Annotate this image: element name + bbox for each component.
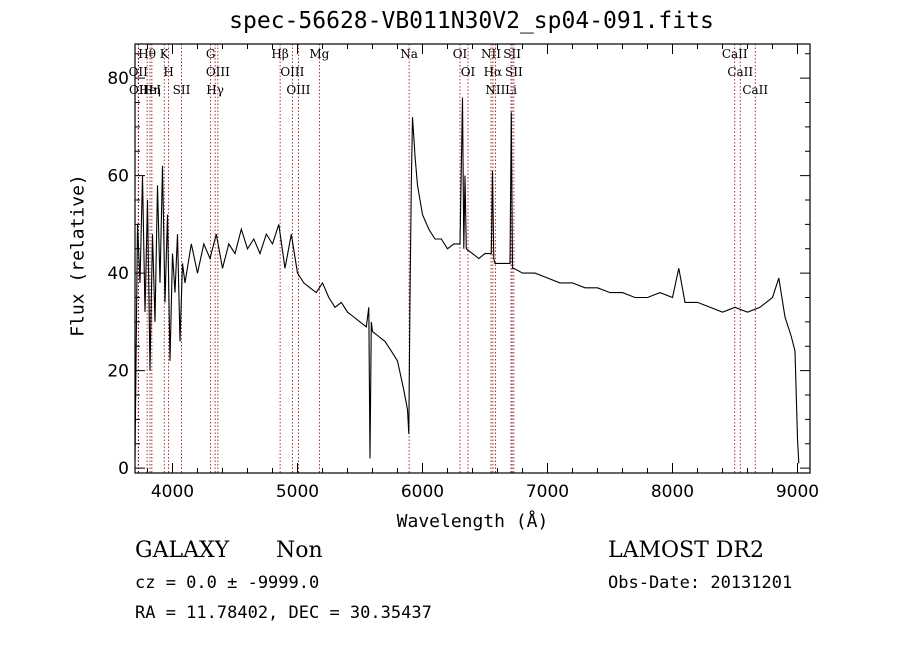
survey-name: LAMOST DR2 — [608, 538, 764, 563]
tick-label: 20 — [107, 362, 129, 382]
tick-label: 8000 — [651, 482, 694, 502]
line-marker-label: NII — [485, 83, 505, 97]
line-marker-label: CaII — [727, 65, 753, 79]
spectrum-line — [134, 97, 800, 464]
line-marker-label: OI — [461, 65, 476, 79]
coordinates: RA = 11.78402, DEC = 30.35437 — [135, 603, 432, 623]
line-marker-label: SII — [173, 83, 191, 97]
object-class: GALAXY — [135, 538, 230, 563]
tick-label: 80 — [107, 69, 129, 89]
line-marker-label: Na — [400, 47, 418, 61]
line-marker-label: OII — [129, 83, 149, 97]
tick-label: 40 — [107, 264, 129, 284]
line-marker-label: Hγ — [206, 83, 224, 97]
tick-label: 60 — [107, 167, 129, 187]
plot-frame — [134, 43, 811, 474]
obs-date: Obs-Date: 20131201 — [608, 573, 793, 593]
x-axis-label: Wavelength (Å) — [396, 511, 549, 532]
line-marker-label: H — [163, 65, 173, 79]
tick-label: 4000 — [151, 482, 194, 502]
tick-label: 0 — [118, 459, 129, 479]
tick-label: 9000 — [776, 482, 819, 502]
line-marker-label: Li — [505, 83, 517, 97]
line-marker-label: SII — [503, 47, 521, 61]
line-marker-label: OII — [129, 65, 149, 79]
line-marker-label: CaII — [722, 47, 748, 61]
chart-title: spec-56628-VB011N30V2_sp04-091.fits — [229, 8, 714, 34]
axis-tick-labels: 4000 5000 6000 7000 8000 9000 0 20 40 60 80 — [107, 69, 819, 502]
line-marker-label: OIII — [286, 83, 310, 97]
line-marker-label: OI — [453, 47, 468, 61]
line-marker-label: OIII — [280, 65, 304, 79]
tick-label: 7000 — [526, 482, 569, 502]
line-marker-label: G — [206, 47, 216, 61]
axis-ticks — [135, 44, 810, 473]
object-subclass: Non — [276, 538, 323, 563]
line-marker-label: K — [160, 47, 170, 61]
line-marker-label: SII — [505, 65, 523, 79]
line-marker-label: Mg — [309, 47, 329, 61]
tick-label: 5000 — [276, 482, 319, 502]
line-markers — [137, 44, 756, 473]
line-marker-label: Hθ — [138, 47, 156, 61]
line-marker-label: CaII — [742, 83, 768, 97]
line-marker-label: Hη — [143, 83, 161, 97]
line-marker-label: OIII — [206, 65, 230, 79]
line-marker-label: Hα — [484, 65, 503, 79]
tick-label: 6000 — [401, 482, 444, 502]
line-marker-label: HeI — [139, 83, 162, 97]
line-marker-label: NII — [481, 47, 501, 61]
redshift-text: cz = 0.0 ± -9999.0 — [135, 573, 320, 593]
y-axis-label: Flux (relative) — [67, 174, 89, 337]
line-marker-label: Hβ — [271, 47, 288, 61]
